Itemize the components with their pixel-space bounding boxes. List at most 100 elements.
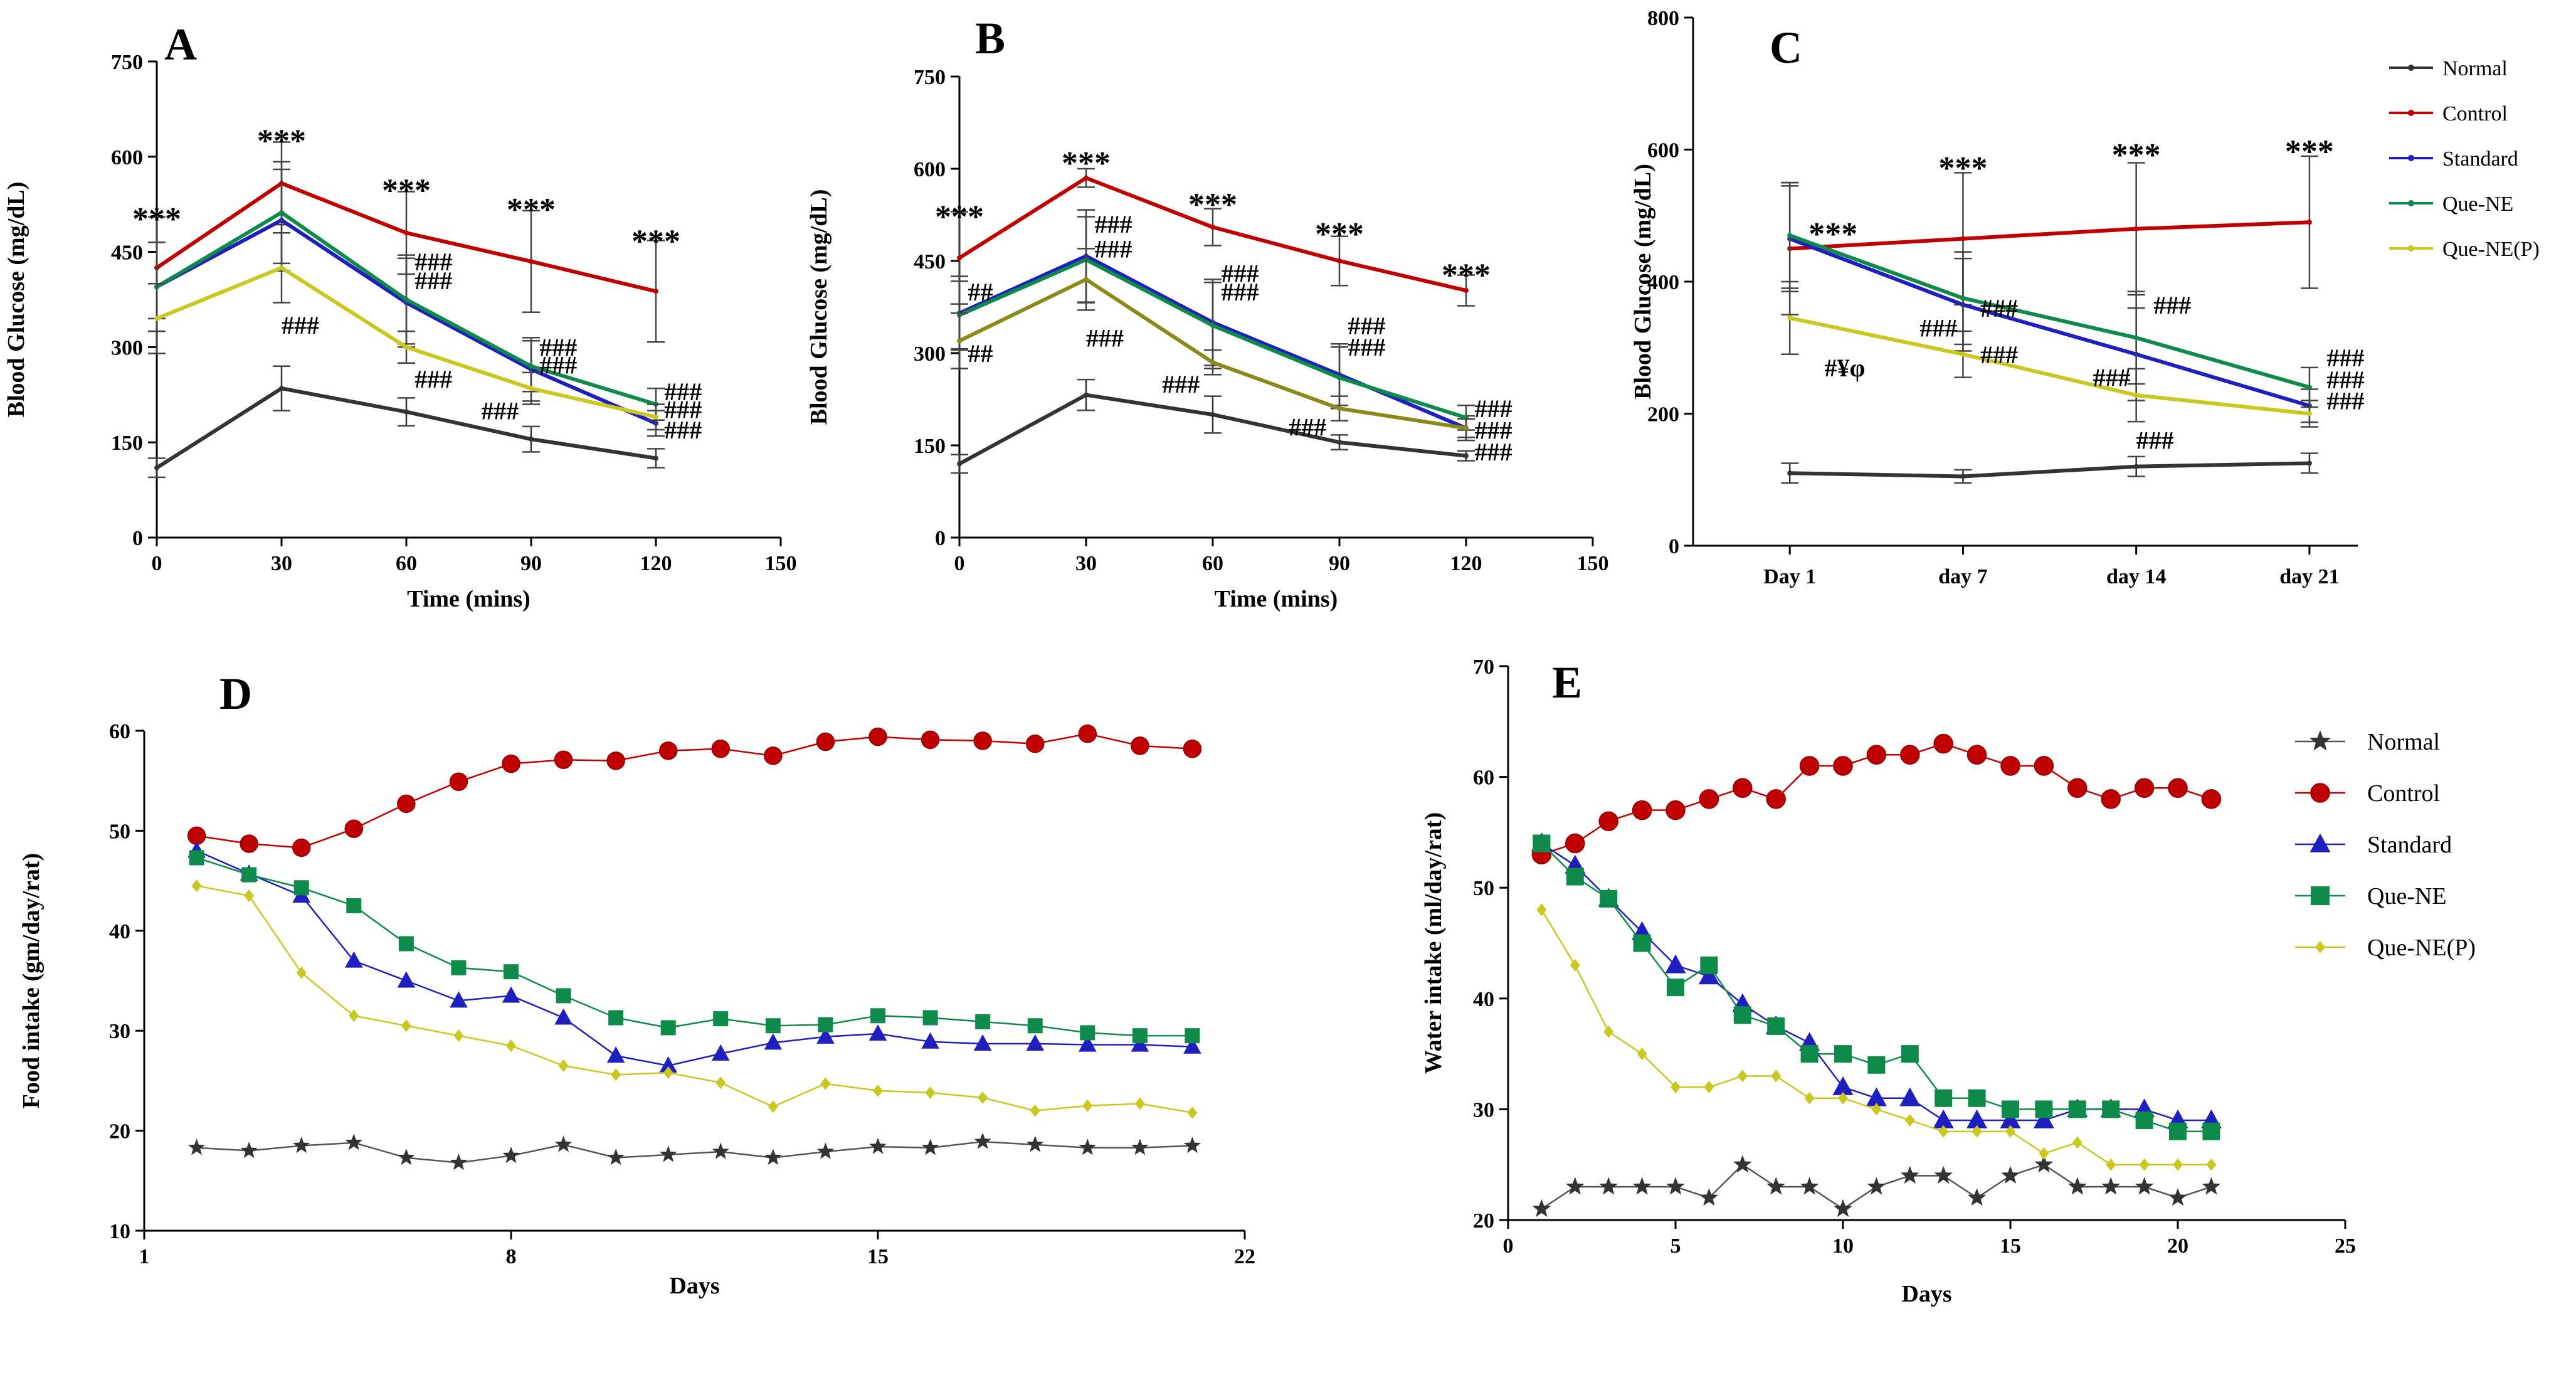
- data-point: [1866, 1087, 1887, 1106]
- data-point: [1132, 1028, 1148, 1044]
- data-point: [1030, 1104, 1040, 1117]
- data-point: [397, 971, 416, 988]
- data-point: [2002, 1100, 2019, 1118]
- significance-annotation: ###: [2327, 366, 2365, 394]
- series-line: [196, 884, 1193, 1114]
- data-point: [1968, 1089, 1986, 1107]
- data-point: [606, 751, 625, 770]
- data-point: [925, 1086, 936, 1100]
- data-point: [1084, 277, 1089, 282]
- data-point: [1733, 1006, 1751, 1024]
- y-tick-label: 400: [1647, 271, 1679, 294]
- y-tick-label: 600: [1647, 139, 1679, 162]
- significance-annotation: ###: [414, 267, 452, 295]
- significance-annotation: ###: [1980, 341, 2018, 369]
- data-point: [606, 1046, 625, 1063]
- series-que-ne-p-b: [951, 248, 1475, 438]
- legend-item-normal: Normal: [2295, 729, 2440, 755]
- data-point: [1183, 1137, 1201, 1154]
- series-standard: [187, 841, 1201, 1073]
- data-point: [1337, 258, 1342, 263]
- data-point: [1867, 1177, 1886, 1195]
- significance-annotation: ***: [382, 172, 431, 208]
- significance-annotation: ***: [2285, 134, 2334, 170]
- data-point: [1183, 1037, 1201, 1054]
- series-standard: [1531, 832, 2222, 1128]
- legend-item-control: Control: [2389, 102, 2508, 125]
- data-point: [189, 850, 204, 866]
- data-point: [1938, 1125, 1949, 1138]
- data-point: [2133, 335, 2139, 341]
- data-point: [240, 1142, 258, 1159]
- data-point: [922, 1010, 938, 1026]
- data-point: [1464, 425, 1469, 431]
- data-point: [1566, 868, 1584, 886]
- series-que-ne-p: [1536, 903, 2217, 1171]
- significance-annotation: ###: [414, 365, 452, 393]
- y-tick-label: 30: [109, 1020, 130, 1043]
- legend-label: Standard: [2442, 147, 2518, 171]
- data-point: [1838, 1091, 1848, 1105]
- data-point: [401, 1019, 411, 1032]
- data-point: [2135, 1177, 2154, 1195]
- series-line: [1789, 233, 2310, 390]
- data-point: [765, 1018, 781, 1034]
- series-control: [1531, 733, 2222, 864]
- data-point: [450, 1154, 468, 1170]
- data-point: [1082, 1099, 1093, 1112]
- x-axis-title: Time (mins): [1215, 586, 1338, 612]
- data-point: [868, 727, 887, 746]
- y-tick-label: 300: [914, 342, 946, 366]
- data-point: [1570, 958, 1580, 972]
- data-point: [293, 880, 309, 896]
- data-point: [279, 210, 284, 215]
- data-point: [554, 1008, 573, 1025]
- series-normal: [1781, 452, 2318, 484]
- significance-annotation: ###: [1474, 438, 1512, 466]
- data-point: [244, 889, 255, 903]
- legend-label: Que-NE(P): [2442, 238, 2540, 261]
- significance-annotation: ###: [539, 351, 577, 379]
- series-que-ne-p: [148, 231, 665, 431]
- x-tick-label: Day 1: [1763, 565, 1816, 588]
- data-point: [818, 1017, 833, 1032]
- series-normal: [951, 378, 1475, 474]
- data-point: [1833, 756, 1853, 776]
- data-point: [921, 730, 940, 750]
- x-tick-label: 1: [139, 1245, 150, 1268]
- data-point: [1600, 889, 1618, 908]
- significance-annotation: ***: [2112, 137, 2161, 173]
- series-normal: [1532, 1155, 2221, 1217]
- x-tick-label: 20: [2167, 1234, 2188, 1258]
- data-point: [2306, 220, 2312, 225]
- axes: 10 20 30 40 50 60 1 8 15 22 Days Food intake (gm/da…: [18, 720, 1255, 1299]
- data-point: [653, 289, 658, 294]
- data-point: [1972, 1125, 1982, 1138]
- x-tick-label: day 21: [2279, 565, 2339, 588]
- data-point: [529, 437, 534, 442]
- data-point: [2101, 789, 2121, 809]
- panel-letter: B: [975, 13, 1005, 63]
- x-tick-label: day 7: [1938, 565, 1987, 588]
- y-tick-label: 30: [1473, 1098, 1494, 1122]
- x-tick-label: 10: [1832, 1234, 1854, 1258]
- data-point: [2309, 730, 2331, 751]
- data-point: [2309, 833, 2331, 852]
- significance-annotation: ###: [414, 248, 452, 276]
- data-point: [1904, 1114, 1915, 1127]
- significance-annotation: ***: [1188, 187, 1237, 223]
- data-point: [1787, 233, 1793, 238]
- data-point: [1933, 733, 1953, 754]
- significance-annotation: ###: [664, 396, 702, 424]
- y-tick-label: 50: [1473, 877, 1494, 900]
- data-point: [1966, 745, 1987, 765]
- data-point: [868, 1024, 887, 1041]
- data-point: [1565, 1177, 1585, 1195]
- data-point: [502, 986, 520, 1003]
- axes: 20 30 40 50 60 70 0 5 10 15 20 25 Days Water intake (…: [1420, 655, 2356, 1307]
- data-point: [869, 1137, 887, 1154]
- data-point: [1633, 934, 1651, 952]
- data-point: [653, 455, 658, 461]
- data-point: [1632, 1177, 1652, 1195]
- data-point: [1704, 1081, 1714, 1094]
